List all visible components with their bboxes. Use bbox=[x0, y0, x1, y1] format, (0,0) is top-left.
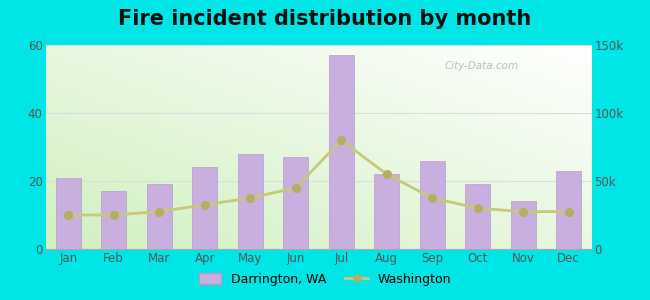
Legend: Darrington, WA, Washington: Darrington, WA, Washington bbox=[194, 268, 456, 291]
Bar bbox=[465, 184, 490, 249]
Text: City-Data.com: City-Data.com bbox=[444, 61, 518, 71]
Bar bbox=[511, 201, 536, 249]
Bar bbox=[147, 184, 172, 249]
Bar bbox=[420, 160, 445, 249]
Bar bbox=[238, 154, 263, 249]
Bar bbox=[329, 55, 354, 249]
Text: Fire incident distribution by month: Fire incident distribution by month bbox=[118, 9, 532, 29]
Bar bbox=[283, 157, 308, 249]
Bar bbox=[101, 191, 126, 249]
Bar bbox=[56, 178, 81, 249]
Bar bbox=[374, 174, 399, 249]
Bar bbox=[192, 167, 217, 249]
Bar bbox=[556, 171, 581, 249]
